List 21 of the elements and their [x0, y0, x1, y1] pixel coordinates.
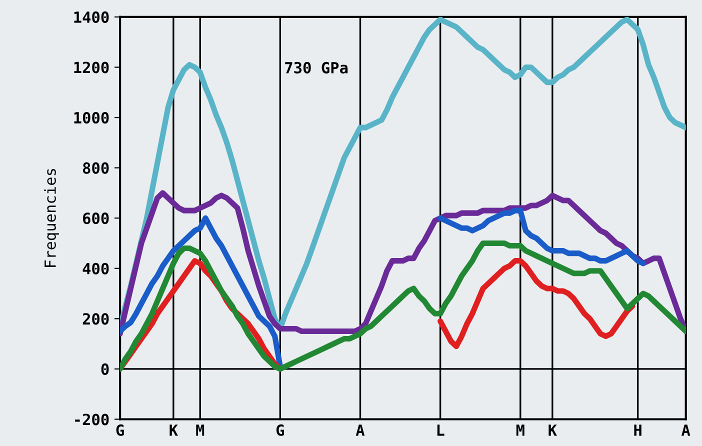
y-tick-label: 600 — [83, 212, 109, 224]
y-tick-label: 800 — [82, 162, 109, 174]
x-tick-label: H — [634, 424, 642, 436]
y-tick-label: 1400 — [74, 11, 109, 23]
y-tick-label: 200 — [82, 313, 109, 325]
x-tick-label: K — [170, 424, 178, 436]
x-tick-label: A — [682, 424, 690, 436]
x-tick-label: A — [356, 424, 365, 436]
x-tick-label: M — [196, 424, 204, 436]
y-tick-label: 1000 — [74, 112, 109, 124]
annotation: 730 GPa — [285, 62, 348, 74]
y-tick-label: 400 — [82, 262, 109, 274]
y-tick-label: 1200 — [74, 62, 109, 74]
y-tick-label: 0 — [101, 363, 109, 375]
x-tick-label: M — [516, 424, 524, 436]
x-tick-label: G — [116, 424, 124, 436]
y-axis-title: Frequencies — [44, 169, 59, 267]
y-tick-label: -200 — [75, 414, 109, 426]
x-tick-label: G — [276, 424, 284, 436]
x-tick-label: K — [548, 424, 557, 436]
x-tick-label: L — [437, 424, 444, 436]
